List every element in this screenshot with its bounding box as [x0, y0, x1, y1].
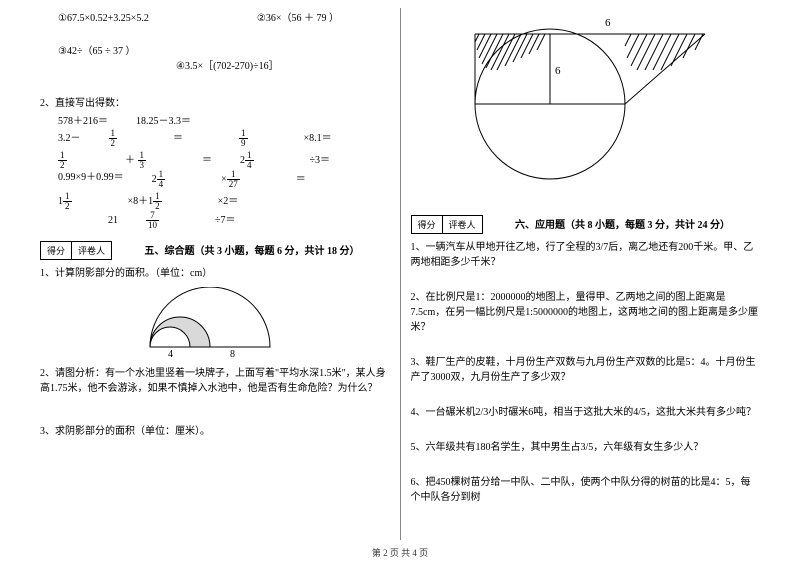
q6-1: 1、一辆汽车从甲地开往乙地，行了全程的3/7后，离乙地还有200千米。甲、乙两地… [411, 240, 761, 270]
direct-row-1: 578＋216＝ 18.25－3.3＝ 3.2－12＝ 19×8.1＝ [58, 114, 390, 148]
fig2-top: 6 [605, 17, 611, 29]
page-footer: 第 2 页 共 4 页 [0, 546, 800, 559]
calc-row-2: ③42÷（65 ÷ 37 ） ④3.5×［(702-270)÷16］ [58, 44, 390, 74]
grader-label: 评卷人 [72, 242, 111, 259]
score-label: 得分 [412, 216, 443, 233]
score-box-5: 得分 评卷人 [40, 241, 112, 260]
d-c1: 112×8＋112×2＝ [58, 192, 238, 211]
d-a3: 3.2－12＝ [58, 129, 211, 148]
direct-row-2: 12 ＋ 13＝ 214÷3＝ 0.99×9＋0.99＝ 214×127＝ [58, 151, 390, 189]
q6-3: 3、鞋厂生产的皮鞋，十月份生产双数与九月份生产双数的比是5：4。十月份生产了30… [411, 355, 761, 385]
d-b1: 12 ＋ 13＝ [58, 151, 212, 170]
calc-4: ④3.5×［(702-270)÷16］ [176, 59, 279, 74]
figure-arcs: 4 8 [40, 287, 390, 360]
d-a2: 18.25－3.3＝ [136, 114, 191, 129]
q6-5: 5、六年级共有180名学生，其中男生占3/5，六年级有女生多少人？ [411, 440, 761, 455]
direct-title: 2、直接写出得数： [40, 96, 390, 111]
fig2-side: 6 [555, 65, 561, 77]
q6-2: 2、在比例尺是1：2000000的地图上，量得甲、乙两地之间的图上距离是7.5c… [411, 290, 761, 335]
direct-row-3: 112×8＋112×2＝ 21710÷7＝ [58, 192, 390, 230]
d-b3: 0.99×9＋0.99＝ [58, 170, 124, 189]
calc-3: ③42÷（65 ÷ 37 ） [58, 44, 135, 59]
calc-1: ①67.5×0.52+3.25×5.2 [58, 11, 149, 26]
d-a4: 19×8.1＝ [239, 129, 360, 148]
q5-1: 1、计算阴影部分的面积。（单位：cm） [40, 266, 390, 281]
figure-circle: 6 6 [411, 14, 761, 197]
q5-2: 2、请图分析：有一个水池里竖着一块牌子，上面写着"平均水深1.5米"，某人身高1… [40, 366, 390, 396]
fig-label-8: 8 [230, 349, 235, 357]
fig-label-4: 4 [168, 349, 173, 357]
calc-2: ②36×（56 ＋ 79 ） [257, 11, 339, 26]
d-a1: 578＋216＝ [58, 114, 108, 129]
q6-4: 4、一台碾米机2/3小时碾米6吨，相当于这批大米的4/5，这批大米共有多少吨？ [411, 405, 761, 420]
calc-row-1: ①67.5×0.52+3.25×5.2 ②36×（56 ＋ 79 ） [58, 11, 390, 26]
score-label: 得分 [41, 242, 72, 259]
section-5-title: 五、综合题（共 3 小题，每题 6 分，共计 18 分） [145, 246, 360, 257]
d-b2: 214÷3＝ [240, 151, 330, 170]
section-6-header: 得分 评卷人 六、应用题（共 8 小题，每题 3 分，共计 24 分） [411, 207, 761, 234]
q5-3: 3、求阴影部分的面积（单位：厘米）。 [40, 424, 390, 439]
left-column: ①67.5×0.52+3.25×5.2 ②36×（56 ＋ 79 ） ③42÷（… [30, 8, 401, 540]
section-5-header: 得分 评卷人 五、综合题（共 3 小题，每题 6 分，共计 18 分） [40, 233, 390, 260]
d-c2: 21710÷7＝ [108, 211, 236, 230]
q6-6: 6、把450棵树苗分给一中队、二中队，使两个中队分得的树苗的比是4：5，每个中队… [411, 475, 761, 505]
score-box-6: 得分 评卷人 [411, 215, 483, 234]
right-column: 6 6 [401, 8, 771, 540]
d-b4: 214×127＝ [152, 170, 306, 189]
grader-label: 评卷人 [443, 216, 482, 233]
section-6-title: 六、应用题（共 8 小题，每题 3 分，共计 24 分） [515, 220, 730, 231]
